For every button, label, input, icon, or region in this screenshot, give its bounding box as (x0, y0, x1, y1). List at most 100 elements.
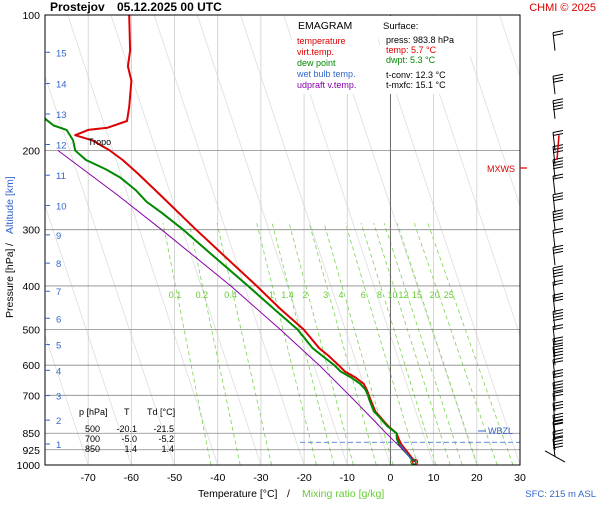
wind-barb (552, 369, 564, 390)
wind-barb (552, 30, 564, 51)
table-cell: -20.1 (116, 424, 137, 434)
series-layer (45, 15, 419, 465)
mixing-ratio-line (413, 222, 498, 465)
altitude-tick-label: 7 (56, 287, 61, 298)
mixing-ratio-line (188, 222, 241, 465)
mixing-ratio-tick-label: 1.4 (281, 290, 294, 300)
wind-barb (552, 173, 564, 195)
pressure-tick-label: 850 (22, 428, 40, 440)
x-tick-label: 20 (471, 472, 483, 484)
level-table: p [hPa] T Td [°C] 500 -20.1 -21.5 700 -5… (79, 407, 175, 454)
x-tick-label: 10 (428, 472, 440, 484)
surface-tconv: t-conv: 12.3 °C (386, 70, 446, 80)
wind-barb (552, 73, 564, 95)
mixing-ratio-line (323, 222, 394, 465)
wind-barb (552, 157, 564, 178)
altitude-tick-label: 11 (56, 171, 66, 182)
dry-adiabat-line (45, 204, 132, 465)
surface-dwpt: dwpt: 5.3 °C (386, 55, 436, 65)
mixing-ratio-tick-label: 1 (269, 290, 274, 300)
x-tick-label: -70 (81, 472, 96, 484)
legend-item-virt-temp: virt.temp. (297, 47, 334, 57)
y-axis-label-altitude: Altitude [km] (4, 176, 16, 234)
dry-adiabat-line (0, 15, 2, 465)
altitude-tick-label: 3 (56, 392, 61, 403)
wind-barb (552, 279, 564, 301)
legend-item-temperature: temperature (297, 36, 346, 46)
wind-barb (552, 265, 564, 286)
mixing-ratio-line (396, 222, 478, 465)
dry-adiabat-line (196, 15, 348, 465)
mixing-ratio-line (360, 222, 437, 465)
dry-adiabat-line (110, 15, 262, 465)
x-tick-label: -10 (340, 472, 355, 484)
mixing-ratio-line (427, 222, 514, 465)
mixing-ratio-tick-label: 20 (430, 290, 440, 300)
altitude-tick-label: 9 (56, 231, 61, 242)
surface-dwpt-marker (410, 458, 417, 465)
table-header-p: p [hPa] (79, 407, 108, 417)
y-axis-separator: / (4, 243, 16, 246)
wind-barb (552, 390, 564, 412)
tropopause-label: Tropo (88, 137, 111, 147)
wind-barb (552, 336, 564, 357)
mixing-ratio-line (256, 222, 317, 465)
legend-item-wet-bulb: wet bulb temp. (296, 69, 356, 79)
mixing-ratio-line (345, 222, 419, 465)
station-name: Prostejov (50, 0, 105, 14)
table-cell: 700 (85, 434, 100, 444)
table-cell: -5.0 (121, 434, 137, 444)
series-line (45, 115, 415, 463)
x-tick-label: 30 (514, 472, 526, 484)
x-tick-label: 0 (388, 472, 394, 484)
grid-layer (0, 15, 520, 465)
mixing-ratio-tick-label: 0.2 (196, 290, 209, 300)
wind-barb (552, 292, 564, 314)
dry-adiabat-line (45, 334, 89, 465)
table-cell: 500 (85, 424, 100, 434)
mixing-ratio-tick-label: 0.4 (224, 290, 237, 300)
wind-barbs (544, 30, 566, 463)
x-tick-label: -40 (210, 472, 225, 484)
wind-barb (552, 436, 564, 458)
mixing-ratio-tick-label: 4 (339, 290, 344, 300)
dry-adiabat-line (67, 15, 219, 465)
altitude-tick-label: 1 (56, 440, 61, 451)
mixing-ratio-tick-label: 25 (444, 290, 454, 300)
wind-barb (552, 244, 564, 266)
pressure-tick-label: 700 (22, 390, 40, 402)
table-cell: -5.2 (158, 434, 174, 444)
altitude-tick-label: 4 (56, 366, 61, 377)
table-cell: 1.4 (161, 444, 174, 454)
mixing-ratio-tick-label: 10 (388, 290, 398, 300)
mixing-ratio-line (216, 222, 272, 465)
surface-wind-barb (544, 450, 566, 463)
legend-item-updraft: udpraft v.temp. (297, 80, 356, 90)
altitude-tick-label: 8 (56, 259, 61, 270)
x-tick-label: -20 (296, 472, 311, 484)
wind-barb (552, 227, 564, 249)
altitude-tick-label: 10 (56, 201, 67, 212)
legend-box: EMAGRAM temperature virt.temp. dew point… (292, 16, 378, 94)
legend-item-dew-point: dew point (297, 58, 336, 68)
altitude-tick-label: 2 (56, 416, 61, 427)
altitude-tick-label: 5 (56, 341, 61, 352)
mixing-ratio-line (383, 222, 463, 465)
pressure-tick-label: 500 (22, 325, 40, 337)
x-tick-label: -30 (253, 472, 268, 484)
pressure-tick-label: 400 (22, 281, 40, 293)
mixing-ratio-tick-label: 8 (377, 290, 382, 300)
wind-barb (552, 192, 564, 213)
wind-barb (552, 209, 564, 230)
table-header-t: T (124, 407, 130, 417)
altitude-tick-label: 15 (56, 48, 67, 59)
mixing-ratio-tick-label: 12 (398, 290, 408, 300)
mixing-ratio-tick-label: 3 (323, 290, 328, 300)
y-axis-label-pressure: Pressure [hPa] (4, 248, 16, 318)
series-line (57, 150, 416, 463)
mxws-label: MXWS (487, 164, 515, 174)
x-axis-separator: / (287, 488, 290, 500)
altitude-tick-label: 13 (56, 110, 67, 121)
altitude-tick-label: 14 (56, 80, 67, 91)
